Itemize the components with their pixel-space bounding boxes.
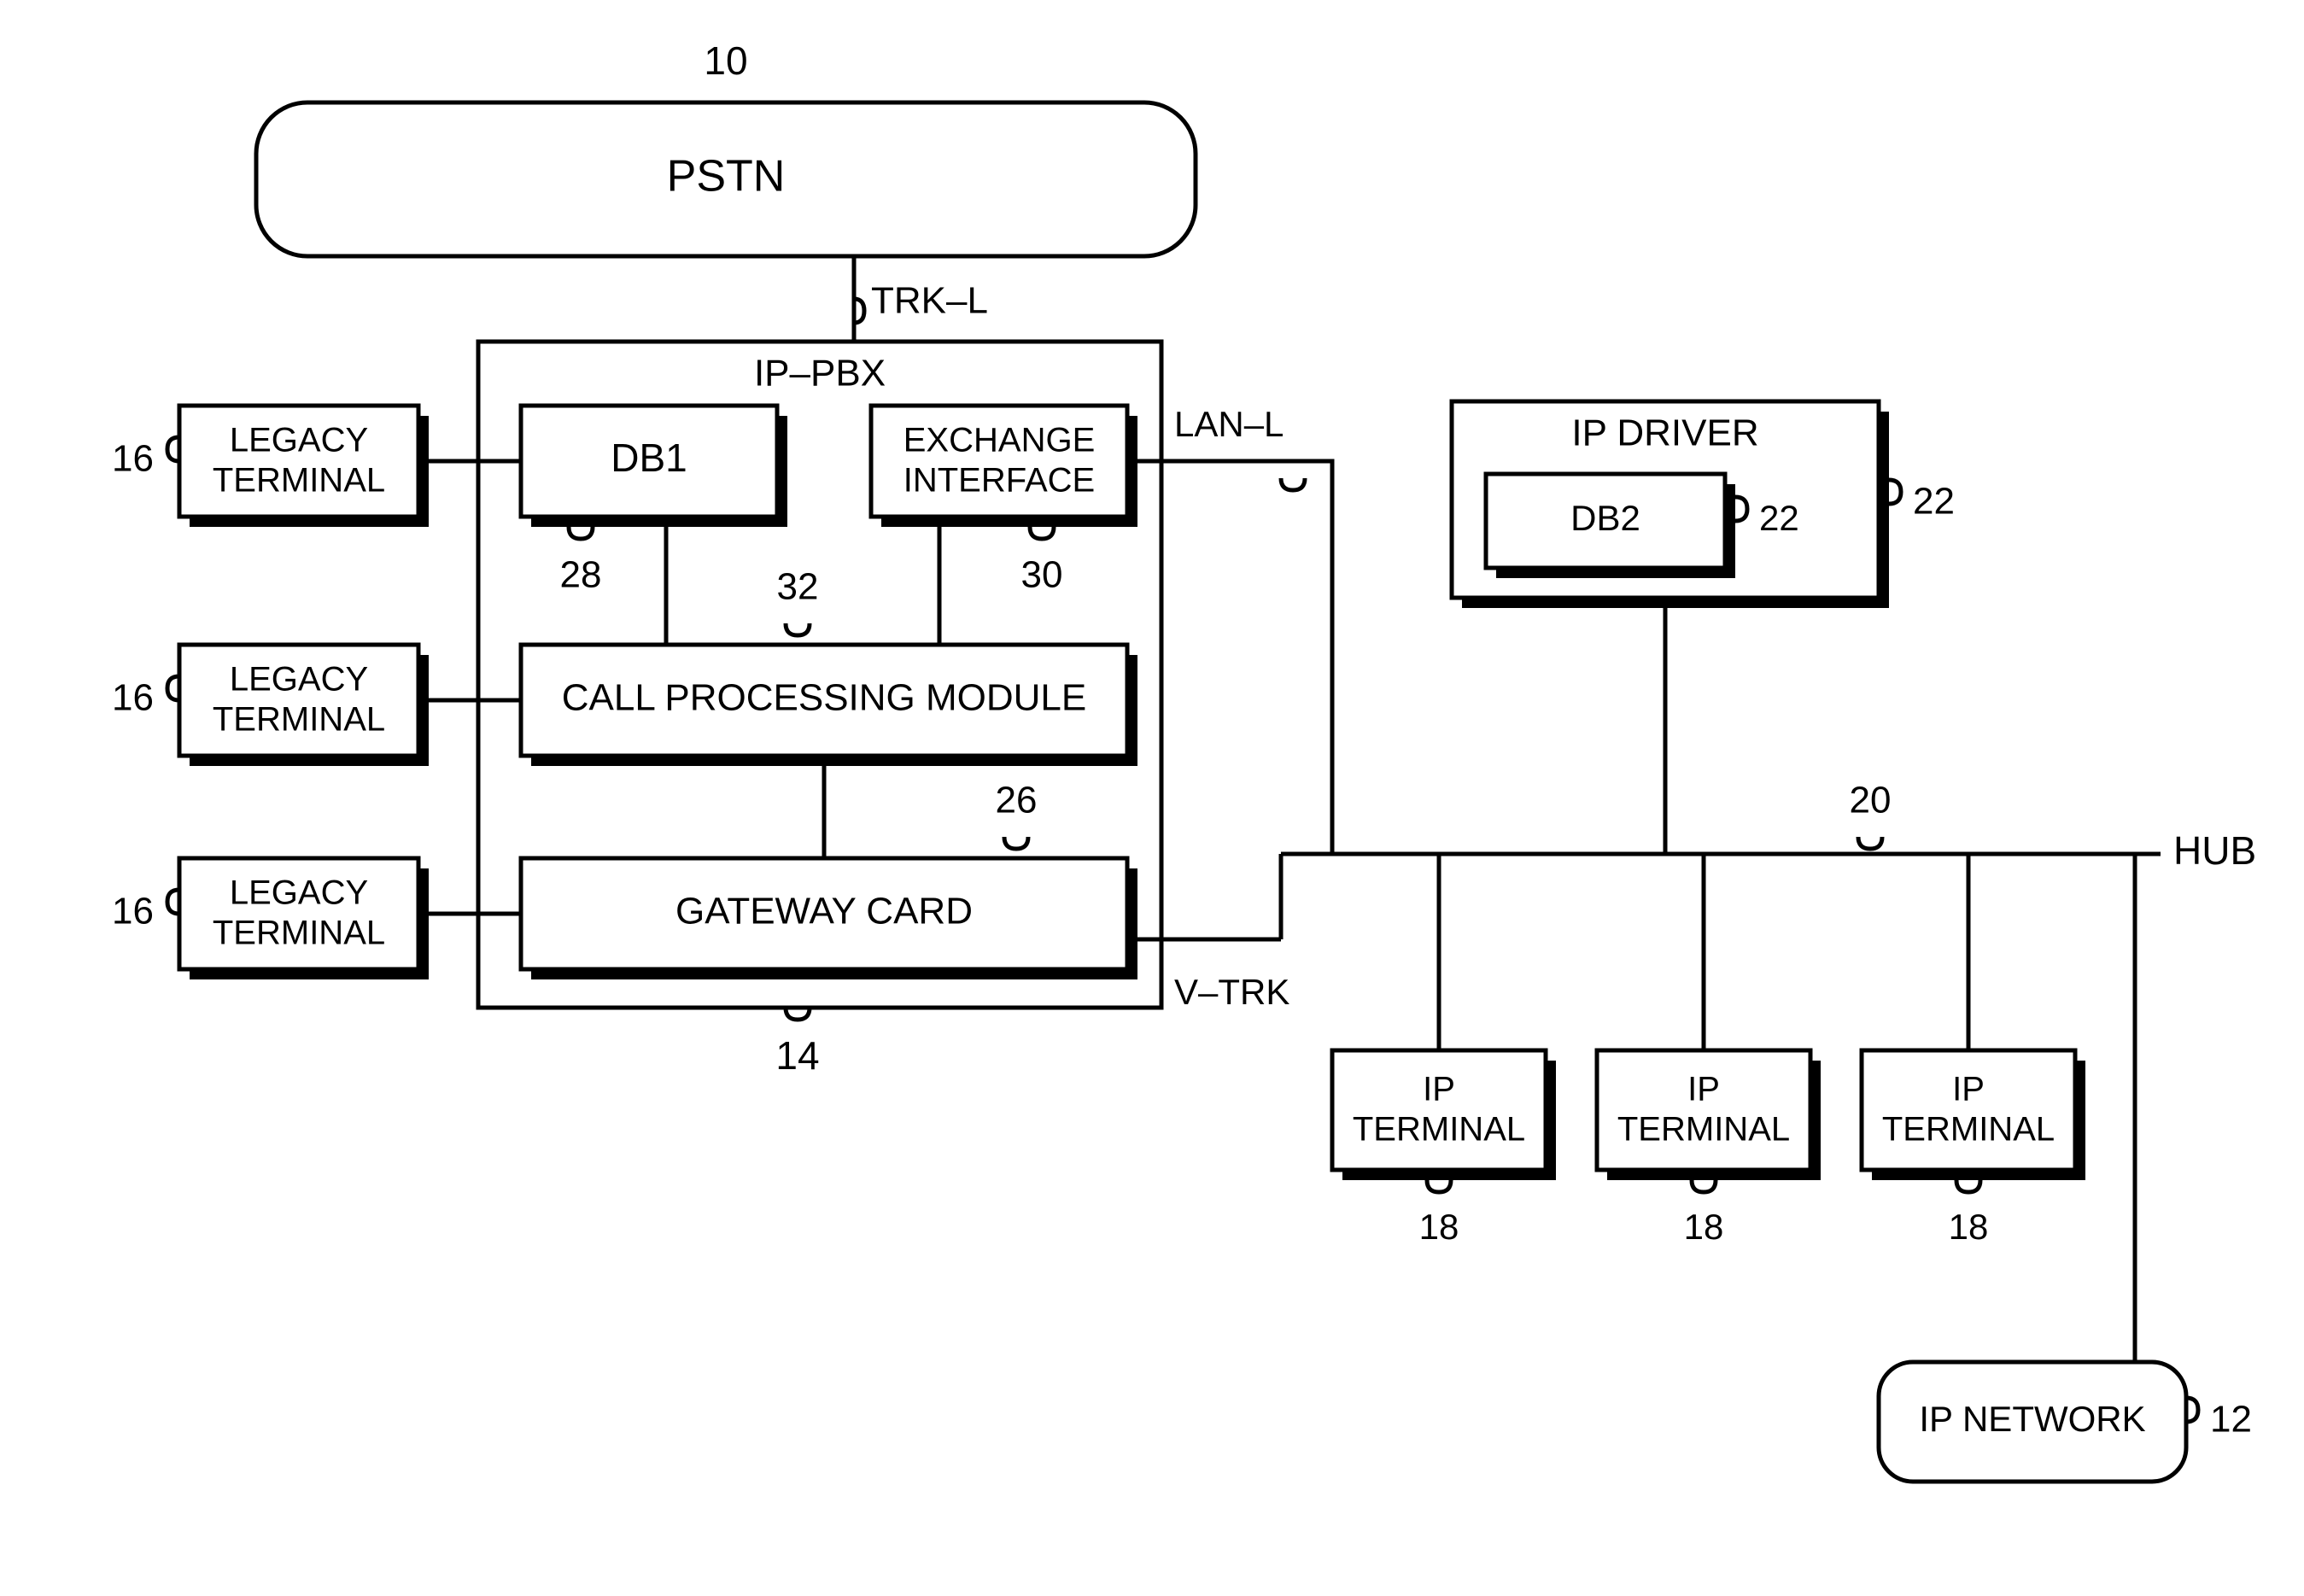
lt1-label2: TERMINAL: [213, 462, 385, 500]
gw-ref-hook: [1004, 837, 1028, 849]
network-diagram: PSTN 10 TRK–L IP–PBX 14 DB1 28 EXCHANGE …: [0, 0, 2304, 1596]
exch-label1: EXCHANGE: [903, 422, 1096, 459]
ipdrv-ref-hook: [1889, 480, 1901, 504]
lt3-ref: 16: [112, 891, 154, 932]
v-trk-label: V–TRK: [1174, 972, 1289, 1012]
db2-ref: 22: [1759, 498, 1799, 538]
lt1-ref: 16: [112, 438, 154, 480]
exch-ref-hook: [1030, 527, 1054, 539]
ipt1-label2: TERMINAL: [1353, 1111, 1525, 1149]
ipt3-label1: IP: [1952, 1071, 1985, 1108]
ipt1-label1: IP: [1423, 1071, 1455, 1108]
ipdrv-ref: 22: [1913, 481, 1955, 523]
ipt2-ref-hook: [1692, 1180, 1716, 1192]
hub-label: HUB: [2173, 828, 2256, 873]
lt1-label1: LEGACY: [230, 422, 368, 459]
exch-ref: 30: [1021, 554, 1063, 596]
exch-label2: INTERFACE: [903, 462, 1095, 500]
ipnet-label: IP NETWORK: [1919, 1399, 2145, 1439]
lan-l-label: LAN–L: [1174, 404, 1284, 444]
ipt2-label2: TERMINAL: [1617, 1111, 1790, 1149]
edge-lan-l: [1127, 461, 1332, 854]
db1-ref-hook: [569, 527, 593, 539]
ipnet-ref: 12: [2210, 1399, 2252, 1441]
ipt2-ref: 18: [1684, 1207, 1724, 1247]
ippbx-ref: 14: [775, 1033, 819, 1078]
ippbx-label: IP–PBX: [754, 353, 886, 395]
lt2-ref: 16: [112, 677, 154, 719]
ipt2-label1: IP: [1687, 1071, 1720, 1108]
pstn-label: PSTN: [667, 152, 786, 202]
cpm-label: CALL PROCESSING MODULE: [562, 677, 1087, 719]
hub-ref: 20: [1850, 780, 1892, 821]
db1-ref: 28: [560, 554, 602, 596]
lan-l-hook: [1281, 478, 1305, 490]
db1-label: DB1: [611, 436, 687, 480]
lt2-label1: LEGACY: [230, 661, 368, 699]
lt3-label2: TERMINAL: [213, 915, 385, 952]
ipt1-ref-hook: [1427, 1180, 1451, 1192]
cpm-ref-hook: [786, 623, 810, 635]
ipt3-ref: 18: [1949, 1207, 1989, 1247]
gw-ref: 26: [996, 780, 1038, 821]
gw-label: GATEWAY CARD: [675, 891, 973, 932]
ipt3-ref-hook: [1956, 1180, 1980, 1192]
hub-ref-hook: [1858, 837, 1882, 849]
ipt1-ref: 18: [1419, 1207, 1459, 1247]
trk-l-label: TRK–L: [871, 280, 988, 322]
lt3-label1: LEGACY: [230, 874, 368, 912]
cpm-ref: 32: [777, 566, 819, 608]
lt2-label2: TERMINAL: [213, 701, 385, 739]
db2-label: DB2: [1570, 498, 1640, 538]
ipt3-label2: TERMINAL: [1882, 1111, 2055, 1149]
ipdrv-label: IP DRIVER: [1571, 412, 1758, 454]
pstn-ref: 10: [704, 38, 747, 83]
